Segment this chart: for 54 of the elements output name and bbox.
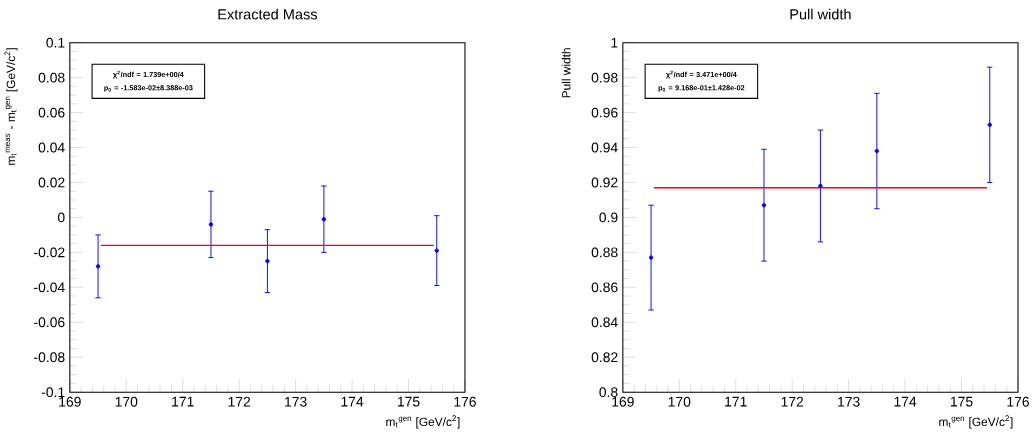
point: [321, 217, 327, 222]
y-tick-label: -0.02: [34, 247, 65, 258]
point: [208, 222, 214, 227]
x-tick-label: 169: [612, 396, 634, 407]
y-tick-label: 0.04: [38, 142, 65, 153]
point: [434, 248, 439, 253]
y-tick-label: 0.08: [38, 72, 65, 83]
point: [648, 255, 654, 260]
y-tick-label: 0.98: [591, 72, 618, 83]
chart-title: Extracted Mass: [218, 8, 318, 20]
y-tick-label: 0: [57, 212, 65, 223]
y-tick-label: 0.8: [599, 387, 618, 398]
x-tick-label: 170: [668, 396, 691, 407]
y-tick-label: 0.9: [599, 212, 618, 223]
y-axis-title: Pull width: [561, 48, 571, 98]
y-tick-label: 0.96: [591, 107, 618, 118]
point: [818, 183, 823, 189]
x-axis-title: m$_{t}$$^{gen}$ [GeV/c$^{2}$]: [939, 415, 1013, 429]
x-tick-label: 175: [397, 396, 420, 407]
y-tick-label: 0.94: [591, 142, 618, 153]
y-tick-label: 0.02: [38, 177, 65, 188]
x-tick-label: 169: [59, 396, 81, 407]
point: [987, 122, 992, 128]
y-tick-label: -0.06: [34, 317, 65, 328]
y-tick-label: 0.88: [591, 247, 618, 258]
y-tick-label: 1: [611, 37, 618, 48]
x-tick-label: 171: [725, 396, 747, 407]
x-tick-label: 173: [285, 396, 307, 407]
y-tick-label: 0.1: [46, 37, 65, 48]
y-tick-label: 0.82: [591, 352, 618, 363]
x-tick-label: 174: [341, 396, 364, 407]
x-tick-label: 173: [838, 396, 860, 407]
y-tick-label: 0.92: [591, 177, 618, 188]
x-tick-label: 176: [454, 396, 476, 407]
x-tick-label: 174: [894, 396, 917, 407]
point: [265, 258, 270, 264]
chart-title: Pull width: [790, 8, 851, 20]
x-tick-label: 172: [228, 396, 251, 407]
y-tick-label: 0.84: [591, 317, 618, 328]
x-tick-label: 170: [115, 396, 138, 407]
x-tick-label: 175: [951, 396, 973, 407]
y-tick-label: -0.04: [34, 282, 65, 293]
x-tick-label: 176: [1007, 396, 1029, 407]
point: [874, 148, 880, 154]
y-tick-label: 0.06: [38, 107, 65, 118]
text: m$_{t}$$^{meas}$ - m$_{t}$$^{gen}$ [GeV/c$^{2}$]: [4, 48, 18, 165]
x-axis-title: m$_{t}$$^{gen}$ [GeV/c$^{2}$]: [386, 415, 460, 429]
point: [95, 264, 101, 269]
point: [761, 203, 767, 208]
y-tick-label: -0.08: [34, 352, 65, 363]
y-tick-label: 0.86: [591, 282, 618, 293]
x-tick-label: 172: [781, 396, 804, 407]
x-tick-label: 171: [172, 396, 194, 407]
y-tick-label: -0.1: [41, 387, 65, 398]
